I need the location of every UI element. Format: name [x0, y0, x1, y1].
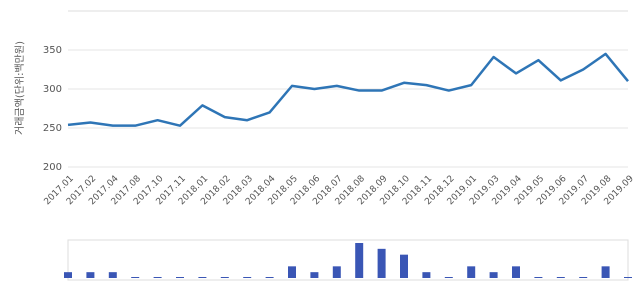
bar — [64, 272, 72, 278]
bar — [355, 243, 364, 278]
bar — [265, 277, 274, 278]
bar — [624, 277, 632, 278]
y-tick-label: 200 — [43, 162, 62, 173]
bar — [310, 272, 319, 278]
bar — [467, 266, 476, 278]
bar — [86, 272, 95, 278]
bar — [444, 277, 453, 278]
bar — [601, 266, 610, 278]
y-tick-label: 300 — [43, 84, 62, 95]
bar — [153, 277, 162, 278]
bar — [220, 277, 229, 278]
volume-frame — [67, 239, 629, 281]
bar — [534, 277, 543, 278]
bar — [288, 266, 296, 278]
bar — [131, 277, 140, 278]
bar — [489, 272, 498, 278]
bar — [377, 248, 386, 278]
bar — [176, 277, 184, 278]
bar — [422, 272, 431, 278]
bar — [332, 266, 341, 278]
line — [67, 52, 629, 127]
y-tick-label: 250 — [43, 123, 62, 134]
y-tick-label: 350 — [43, 45, 62, 56]
bar — [198, 277, 207, 278]
bar — [400, 254, 408, 278]
bar — [579, 277, 588, 278]
bar — [243, 277, 252, 278]
bar — [556, 277, 565, 278]
bar — [512, 266, 520, 278]
bar — [108, 272, 117, 278]
y-axis-label: 거래금액(단위:백만원) — [13, 41, 26, 135]
